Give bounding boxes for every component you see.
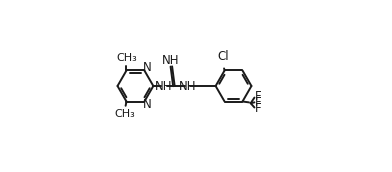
Text: NH: NH — [155, 79, 173, 93]
Text: CH₃: CH₃ — [116, 53, 137, 63]
Text: F: F — [255, 90, 261, 103]
Text: Cl: Cl — [218, 50, 229, 63]
Text: NH: NH — [179, 79, 196, 93]
Text: N: N — [143, 61, 152, 74]
Text: CH₃: CH₃ — [115, 109, 136, 119]
Text: F: F — [255, 96, 261, 109]
Text: NH: NH — [162, 54, 179, 67]
Text: F: F — [255, 102, 261, 115]
Text: N: N — [143, 98, 152, 111]
